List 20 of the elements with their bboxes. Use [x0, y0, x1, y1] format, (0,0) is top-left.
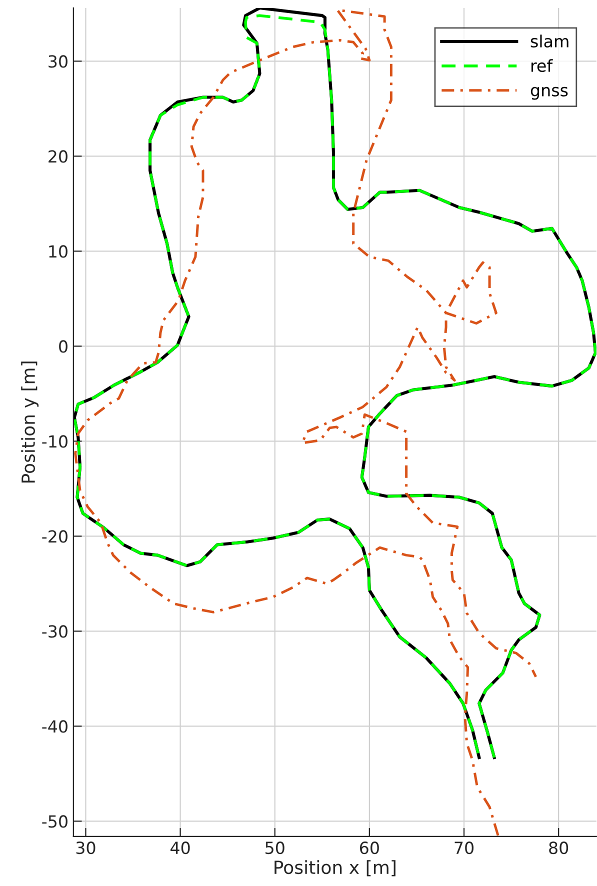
y-tick-label: 10 [49, 245, 68, 258]
x-tick-label: 60 [360, 842, 379, 854]
y-tick-label: -10 [42, 435, 68, 448]
y-tick-label: -30 [42, 625, 68, 638]
y-tick-label: -40 [42, 720, 68, 733]
y-tick-label: 0 [59, 340, 68, 353]
x-tick-label: 30 [76, 842, 96, 854]
x-tick-label: 70 [454, 842, 474, 854]
legend-label: gnss [530, 86, 568, 100]
x-axis-title: Position x [m] [274, 860, 396, 876]
y-axis-title: Position y [m] [21, 362, 39, 482]
legend-label: slam [530, 34, 568, 48]
legend-label: ref [531, 59, 553, 72]
x-tick-label: 40 [170, 842, 190, 854]
x-tick-label: 80 [549, 842, 568, 854]
y-tick-label: 30 [48, 55, 68, 68]
y-tick-label: 20 [48, 150, 68, 163]
x-tick-label: 50 [266, 842, 284, 854]
y-tick-label: -50 [42, 815, 68, 828]
y-tick-label: -20 [42, 530, 68, 543]
